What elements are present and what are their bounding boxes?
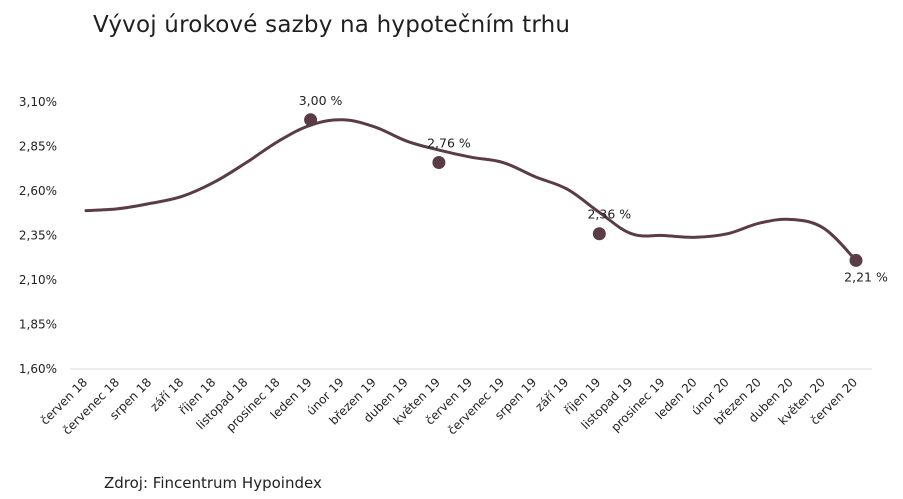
y-tick-label: 2,85% <box>19 140 57 154</box>
markers: 3,00 % 2,76 % 2,36 % 2,21 % <box>299 93 888 285</box>
chart-title: Vývoj úrokové sazby na hypotečním trhu <box>93 12 571 38</box>
data-marker <box>849 253 863 267</box>
data-marker <box>304 113 318 127</box>
y-tick-label: 2,10% <box>19 273 57 287</box>
y-tick-label: 1,85% <box>19 318 57 332</box>
source-note: Zdroj: Fincentrum Hypoindex <box>104 474 322 492</box>
series-line <box>84 118 858 262</box>
data-label: 3,00 % <box>299 93 343 108</box>
y-tick-label: 3,10% <box>19 95 57 109</box>
data-marker <box>592 227 606 241</box>
data-label: 2,76 % <box>427 136 471 151</box>
y-tick-label: 2,35% <box>19 229 57 243</box>
data-label: 2,36 % <box>587 207 631 222</box>
y-tick-label: 1,60% <box>19 362 57 376</box>
data-label: 2,21 % <box>844 269 888 284</box>
y-axis: 1,60% 1,85% 2,10% 2,35% 2,60% 2,85% 3,10% <box>19 95 57 376</box>
y-tick-label: 2,60% <box>19 184 57 198</box>
data-marker <box>432 156 446 170</box>
